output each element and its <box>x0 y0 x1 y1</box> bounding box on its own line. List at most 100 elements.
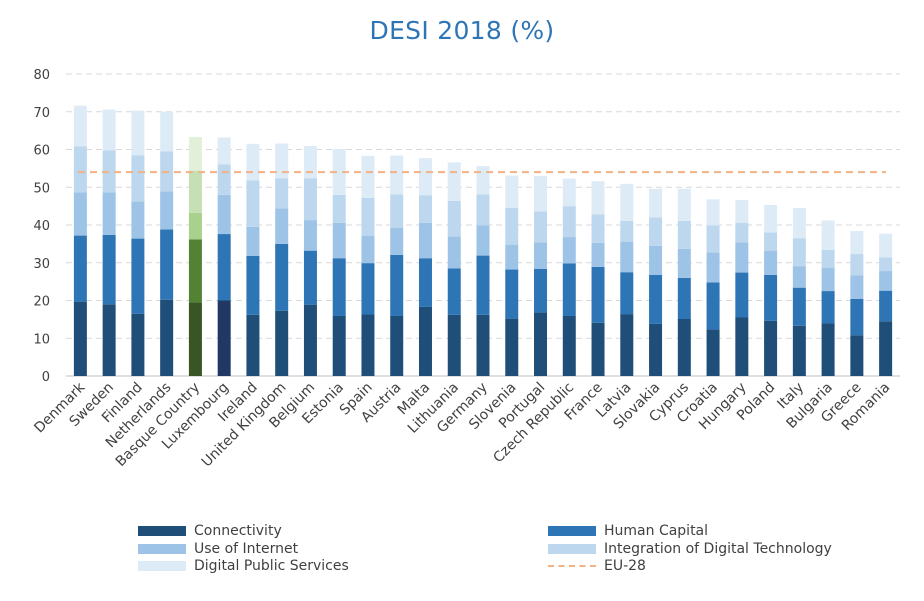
bar-united-kingdom-human-capital <box>275 243 289 311</box>
bar-poland-use-of-internet <box>764 250 778 275</box>
bar-poland-integration-of-digital-technology <box>764 232 778 251</box>
bar-greece-digital-public-services <box>850 231 864 255</box>
bar-france-digital-public-services <box>591 181 605 215</box>
bar-slovakia-integration-of-digital-technology <box>649 217 663 246</box>
bar-netherlands-connectivity <box>160 299 174 376</box>
bar-italy-connectivity <box>792 325 806 376</box>
bar-poland-human-capital <box>764 274 778 321</box>
bar-france-connectivity <box>591 322 605 376</box>
bar-latvia-use-of-internet <box>620 241 634 273</box>
bar-united-kingdom-use-of-internet <box>275 208 289 244</box>
bar-germany-connectivity <box>476 314 490 376</box>
bar-latvia-integration-of-digital-technology <box>620 220 634 242</box>
bar-basque-country-human-capital <box>188 239 202 303</box>
bar-finland-human-capital <box>131 238 145 314</box>
bar-austria-human-capital <box>390 254 404 316</box>
y-tick-label-40: 40 <box>33 219 50 234</box>
bar-malta-use-of-internet <box>418 222 432 259</box>
legend-label-eu-28: EU-28 <box>604 558 646 574</box>
bar-sweden-use-of-internet <box>102 192 116 235</box>
bar-slovakia-connectivity <box>649 323 663 376</box>
bar-malta-digital-public-services <box>418 158 432 196</box>
bar-belgium-use-of-internet <box>303 220 317 251</box>
bar-belgium-connectivity <box>303 304 317 376</box>
bar-bulgaria-human-capital <box>821 291 835 324</box>
y-tick-label-60: 60 <box>33 144 50 159</box>
bar-ireland-use-of-internet <box>246 226 260 256</box>
y-tick-label-80: 80 <box>33 68 50 83</box>
bar-poland-digital-public-services <box>764 204 778 233</box>
bar-romania-use-of-internet <box>879 271 893 291</box>
bar-italy-human-capital <box>792 287 806 326</box>
bar-denmark-human-capital <box>73 235 87 302</box>
bar-portugal-digital-public-services <box>534 175 548 212</box>
bar-cyprus-integration-of-digital-technology <box>677 220 691 249</box>
bar-greece-integration-of-digital-technology <box>850 254 864 276</box>
bar-bulgaria-integration-of-digital-technology <box>821 249 835 268</box>
bar-spain-digital-public-services <box>361 155 375 198</box>
legend-item-eu-28: EU-28 <box>548 557 646 575</box>
bar-bulgaria-digital-public-services <box>821 220 835 250</box>
legend-label-digital-public-services: Digital Public Services <box>194 558 349 574</box>
bar-sweden-digital-public-services <box>102 109 116 151</box>
bar-greece-connectivity <box>850 335 864 376</box>
bar-slovenia-integration-of-digital-technology <box>505 208 519 245</box>
legend-swatch-integration-of-digital-technology <box>548 544 596 554</box>
bar-austria-digital-public-services <box>390 155 404 195</box>
bar-poland-connectivity <box>764 320 778 376</box>
bar-france-integration-of-digital-technology <box>591 214 605 243</box>
bar-ireland-human-capital <box>246 255 260 315</box>
bar-romania-human-capital <box>879 290 893 322</box>
bar-estonia-connectivity <box>332 315 346 376</box>
bar-romania-integration-of-digital-technology <box>879 257 893 272</box>
bar-italy-integration-of-digital-technology <box>792 238 806 267</box>
bar-cyprus-connectivity <box>677 318 691 376</box>
bar-netherlands-use-of-internet <box>160 191 174 230</box>
legend-item-use-of-internet: Use of Internet <box>138 540 298 558</box>
bar-slovenia-human-capital <box>505 269 519 319</box>
legend-swatch-use-of-internet <box>138 544 186 554</box>
bar-romania-digital-public-services <box>879 233 893 258</box>
bar-germany-use-of-internet <box>476 225 490 256</box>
legend-label-integration-of-digital-technology: Integration of Digital Technology <box>604 541 832 557</box>
bar-lithuania-human-capital <box>447 268 461 315</box>
bar-hungary-human-capital <box>735 272 749 318</box>
bar-luxembourg-connectivity <box>217 300 231 376</box>
bar-hungary-connectivity <box>735 317 749 376</box>
bar-lithuania-connectivity <box>447 314 461 376</box>
bar-portugal-connectivity <box>534 312 548 376</box>
bar-germany-human-capital <box>476 255 490 315</box>
bar-hungary-digital-public-services <box>735 200 749 223</box>
bar-estonia-digital-public-services <box>332 149 346 195</box>
bar-malta-connectivity <box>418 306 432 376</box>
bar-denmark-connectivity <box>73 301 87 376</box>
bar-greece-human-capital <box>850 298 864 336</box>
chart-title: DESI 2018 (%) <box>369 16 555 45</box>
bar-sweden-connectivity <box>102 304 116 376</box>
legend-item-integration-of-digital-technology: Integration of Digital Technology <box>548 540 832 558</box>
bar-austria-integration-of-digital-technology <box>390 194 404 229</box>
bar-croatia-digital-public-services <box>706 199 720 226</box>
bar-luxembourg-use-of-internet <box>217 194 231 235</box>
bar-czech-republic-use-of-internet <box>562 237 576 264</box>
bar-luxembourg-human-capital <box>217 234 231 301</box>
bar-hungary-integration-of-digital-technology <box>735 222 749 243</box>
bar-ireland-integration-of-digital-technology <box>246 180 260 227</box>
bar-france-human-capital <box>591 266 605 323</box>
legend-swatch-digital-public-services <box>138 561 186 571</box>
y-tick-label-10: 10 <box>33 332 50 347</box>
bar-croatia-connectivity <box>706 329 720 376</box>
bar-romania-connectivity <box>879 321 893 376</box>
legend-item-human-capital: Human Capital <box>548 522 708 540</box>
bar-austria-use-of-internet <box>390 228 404 255</box>
bar-czech-republic-connectivity <box>562 315 576 376</box>
bar-united-kingdom-integration-of-digital-technology <box>275 178 289 209</box>
bar-lithuania-use-of-internet <box>447 236 461 269</box>
bar-sweden-integration-of-digital-technology <box>102 150 116 193</box>
bar-belgium-integration-of-digital-technology <box>303 178 317 221</box>
bar-spain-integration-of-digital-technology <box>361 197 375 236</box>
bar-cyprus-use-of-internet <box>677 248 691 278</box>
bar-austria-connectivity <box>390 315 404 376</box>
